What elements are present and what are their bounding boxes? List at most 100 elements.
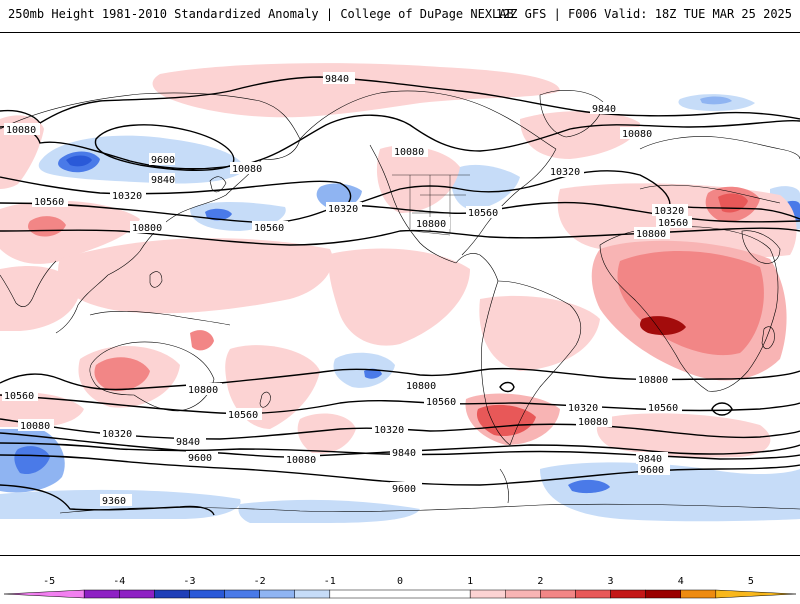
- colorbar-tick-label: 5: [748, 576, 754, 587]
- neg-anomaly-spac: [333, 352, 395, 388]
- colorbar: -5 -4 -3 -2 -1 0 1 2 3 4 5: [0, 572, 800, 600]
- colorbar-bin: [154, 589, 190, 599]
- coast-antarctica: [59, 503, 800, 514]
- coast-india: [0, 260, 57, 307]
- contour-label: 9600: [640, 465, 664, 476]
- coast-asia-east: [107, 158, 263, 276]
- contour-label: 10080: [232, 164, 262, 175]
- contour-label: 10320: [654, 206, 684, 217]
- contour-label: 10560: [658, 218, 688, 229]
- colorbar-bin: [329, 589, 471, 599]
- map-title: 250mb Height 1981-2010 Standardized Anom…: [8, 7, 514, 21]
- pos-anomaly-cpac: [328, 248, 470, 346]
- coast-nz: [259, 391, 271, 408]
- coast-indonesia: [89, 310, 231, 326]
- contour-label: 10560: [34, 197, 64, 208]
- colorbar-bin: [680, 589, 717, 599]
- colorbar-bin: [469, 589, 506, 599]
- coast-europe: [639, 136, 800, 160]
- colorbar-bin: [83, 589, 120, 599]
- contour-label: 9600: [392, 484, 416, 495]
- colorbar-bin: [224, 589, 260, 599]
- anomaly-map: 9840 9840 9600 9840 10080 10080 10080 10…: [0, 32, 800, 556]
- contour-label: 10800: [406, 381, 436, 392]
- coastlines: [0, 90, 800, 514]
- contour-label: 10560: [468, 208, 498, 219]
- contour-label: 10080: [394, 147, 424, 158]
- contour-label: 10560: [648, 403, 678, 414]
- contour-label: 10080: [578, 417, 608, 428]
- contour-label: 9360: [102, 496, 126, 507]
- contour-label: 10080: [20, 421, 50, 432]
- political-borders: [392, 174, 470, 236]
- coast-na-east: [461, 148, 557, 256]
- pos-anomaly-aus-east: [190, 330, 214, 351]
- neg-anomaly-sind-core: [568, 479, 610, 494]
- contour-label: 10560: [228, 410, 258, 421]
- contour-label: 10320: [112, 191, 142, 202]
- neg-anomaly-na: [451, 164, 520, 210]
- positive-anomaly-shading: [0, 63, 797, 458]
- pos-anomaly-na-light: [376, 145, 460, 213]
- pos-anomaly-indopac: [58, 238, 333, 314]
- colorbar-tick-label: -4: [113, 576, 125, 587]
- coast-na-west: [369, 144, 457, 264]
- contour-label: 10800: [636, 229, 666, 240]
- pos-anomaly-spac2: [297, 413, 356, 454]
- contour-label: 10320: [568, 403, 598, 414]
- border-us-states: [409, 175, 468, 233]
- colorbar-bin: [540, 589, 576, 599]
- colorbar-tick-label: -2: [254, 576, 266, 587]
- pos-anomaly-ind-ocean: [0, 265, 80, 331]
- colorbar-bin: [645, 589, 681, 599]
- contour-10080-nh: [0, 114, 800, 170]
- pos-anomaly-sind: [596, 413, 771, 458]
- pos-anomaly-arctic: [152, 63, 560, 118]
- neg-anomaly-sw-core: [14, 446, 50, 475]
- contour-label: 10080: [286, 455, 316, 466]
- contour-small-loop-sam: [499, 381, 515, 393]
- contour-label: 9840: [151, 175, 175, 186]
- contour-label: 9840: [638, 454, 662, 465]
- colorbar-bin: [294, 589, 331, 599]
- contour-label: 10800: [416, 219, 446, 230]
- colorbar-bin: [119, 589, 155, 599]
- contour-9360-sh: [0, 484, 215, 516]
- coast-sam-west: [480, 280, 511, 446]
- colorbar-tick-label: 1: [467, 576, 473, 587]
- contour-label: 9600: [151, 155, 175, 166]
- coast-antarctic-pen: [499, 468, 509, 504]
- contour-label: 10560: [4, 391, 34, 402]
- pos-anomaly-sw2: [0, 392, 84, 428]
- coast-asia-north: [0, 92, 301, 160]
- contour-label: 10800: [638, 375, 668, 386]
- pos-anomaly-sam-core: [476, 404, 536, 437]
- contour-label: 10560: [254, 223, 284, 234]
- colorbar-tick-label: 3: [608, 576, 614, 587]
- contour-labels: 9840 9840 9600 9840 10080 10080 10080 10…: [2, 72, 692, 507]
- contour-label: 10080: [622, 129, 652, 140]
- colorbar-bin: [189, 589, 225, 599]
- contour-label: 10560: [426, 397, 456, 408]
- coast-africa: [599, 226, 779, 392]
- neg-anomaly-spac-core: [364, 368, 382, 379]
- colorbar-tick-label: 2: [537, 576, 543, 587]
- contour-label: 10320: [374, 425, 404, 436]
- colorbar-bins: [3, 589, 797, 599]
- coast-greenland: [539, 90, 605, 138]
- contour-small-loop-sind: [711, 402, 733, 416]
- contour-label: 9600: [188, 453, 212, 464]
- contour-label: 10800: [132, 223, 162, 234]
- coast-arabia: [741, 230, 781, 264]
- pos-anomaly-africa-core: [640, 316, 686, 335]
- coast-se-asia: [55, 274, 109, 334]
- coast-australia: [89, 341, 215, 412]
- colorbar-bin: [575, 589, 611, 599]
- pos-anomaly-asia: [0, 200, 140, 264]
- colorbar-bin: [610, 589, 646, 599]
- coast-philippines: [149, 271, 163, 288]
- pos-anomaly-atl: [520, 111, 640, 159]
- colorbar-bin: [259, 589, 295, 599]
- neg-anomaly-wpac-core: [205, 208, 232, 221]
- colorbar-tick-label: -1: [324, 576, 336, 587]
